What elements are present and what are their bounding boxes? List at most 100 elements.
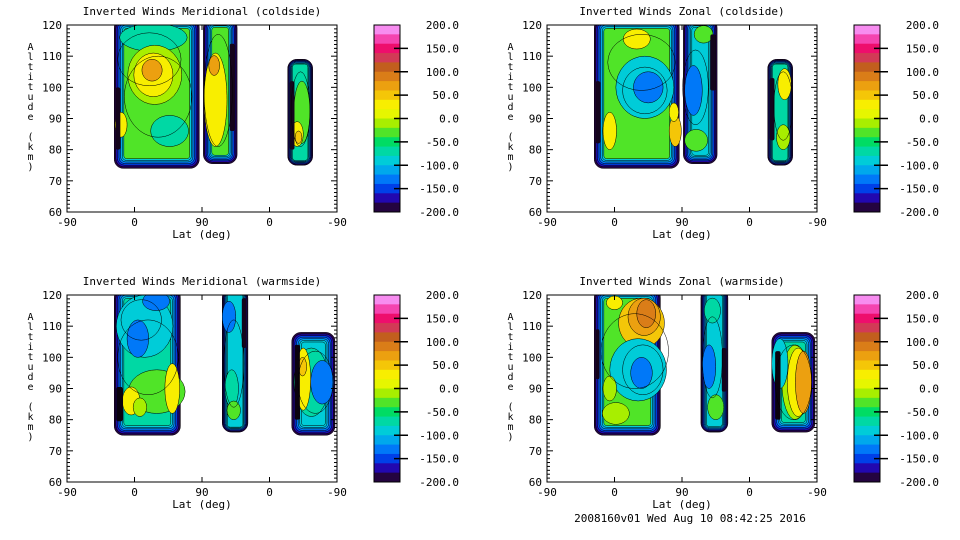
svg-text:60: 60 (529, 206, 542, 219)
svg-text:120: 120 (42, 289, 62, 302)
svg-text:100.0: 100.0 (426, 66, 459, 79)
svg-text:100: 100 (522, 351, 542, 364)
svg-text:0.0: 0.0 (439, 113, 459, 126)
svg-text:-50.0: -50.0 (906, 136, 939, 149)
svg-text:150.0: 150.0 (426, 42, 459, 55)
svg-text:-200.0: -200.0 (899, 206, 939, 219)
x-axis-label: Lat (deg) (652, 228, 712, 241)
svg-text:-100.0: -100.0 (899, 429, 939, 442)
svg-text:-90: -90 (537, 486, 557, 499)
contour-plot-svg: -90 0 90 0 -90 120 110 100 90 80 70 60 200.0 150.0 100… (522, 19, 940, 229)
svg-text:100.0: 100.0 (906, 336, 939, 349)
svg-text:110: 110 (42, 320, 62, 333)
svg-text:100: 100 (42, 81, 62, 94)
plot-title: Inverted Winds Zonal (coldside) (579, 5, 785, 18)
svg-text:-200.0: -200.0 (419, 206, 459, 219)
svg-text:80: 80 (49, 144, 62, 157)
svg-text:-50.0: -50.0 (426, 136, 459, 149)
svg-text:90: 90 (529, 383, 542, 396)
svg-text:0: 0 (266, 216, 273, 229)
svg-text:80: 80 (529, 144, 542, 157)
svg-text:0.0: 0.0 (439, 383, 459, 396)
svg-text:-100.0: -100.0 (419, 429, 459, 442)
svg-text:80: 80 (529, 414, 542, 427)
plot-title: Inverted Winds Meridional (warmside) (82, 275, 322, 288)
svg-text:-90: -90 (327, 486, 347, 499)
svg-text:110: 110 (42, 50, 62, 63)
svg-text:70: 70 (49, 445, 62, 458)
y-axis-label: Altitude (km) (505, 42, 516, 172)
x-axis-label: Lat (deg) (172, 228, 232, 241)
x-axis-label: Lat (deg) (652, 498, 712, 511)
svg-text:100: 100 (522, 81, 542, 94)
svg-text:0: 0 (266, 486, 273, 499)
svg-text:70: 70 (529, 175, 542, 188)
contour-plot-svg: -90 0 90 0 -90 120 110 100 90 80 70 60 200.0 150.0 100… (42, 19, 460, 229)
svg-text:-90: -90 (807, 486, 827, 499)
svg-text:50.0: 50.0 (433, 89, 460, 102)
svg-text:0: 0 (131, 216, 138, 229)
svg-text:150.0: 150.0 (906, 312, 939, 325)
svg-text:50.0: 50.0 (913, 89, 940, 102)
svg-text:-150.0: -150.0 (899, 183, 939, 196)
svg-text:-150.0: -150.0 (899, 453, 939, 466)
svg-text:90: 90 (49, 113, 62, 126)
svg-text:50.0: 50.0 (913, 359, 940, 372)
svg-text:-90: -90 (537, 216, 557, 229)
svg-text:60: 60 (49, 206, 62, 219)
svg-text:70: 70 (49, 175, 62, 188)
svg-text:-100.0: -100.0 (899, 159, 939, 172)
svg-text:70: 70 (529, 445, 542, 458)
svg-text:0: 0 (611, 216, 618, 229)
y-axis-label: Altitude (km) (505, 312, 516, 442)
svg-text:-150.0: -150.0 (419, 453, 459, 466)
svg-text:110: 110 (522, 320, 542, 333)
svg-text:-50.0: -50.0 (906, 406, 939, 419)
svg-text:-200.0: -200.0 (899, 476, 939, 489)
svg-text:0.0: 0.0 (919, 113, 939, 126)
svg-text:50.0: 50.0 (433, 359, 460, 372)
svg-text:200.0: 200.0 (426, 289, 459, 302)
svg-text:-50.0: -50.0 (426, 406, 459, 419)
svg-text:-150.0: -150.0 (419, 183, 459, 196)
svg-text:60: 60 (49, 476, 62, 489)
x-axis-label: Lat (deg) (172, 498, 232, 511)
svg-text:150.0: 150.0 (426, 312, 459, 325)
svg-text:60: 60 (529, 476, 542, 489)
svg-text:200.0: 200.0 (426, 19, 459, 32)
svg-text:120: 120 (522, 19, 542, 32)
svg-text:110: 110 (522, 50, 542, 63)
svg-text:100.0: 100.0 (426, 336, 459, 349)
svg-text:0: 0 (746, 486, 753, 499)
svg-text:-90: -90 (807, 216, 827, 229)
svg-text:-90: -90 (57, 486, 77, 499)
svg-text:120: 120 (522, 289, 542, 302)
panel-zonal-coldside: -90 0 90 0 -90 120 110 100 90 80 70 60 200.0 150.0 100… (480, 0, 960, 270)
svg-text:80: 80 (49, 414, 62, 427)
svg-text:200.0: 200.0 (906, 289, 939, 302)
svg-text:90: 90 (195, 486, 208, 499)
svg-text:90: 90 (195, 216, 208, 229)
svg-text:90: 90 (675, 216, 688, 229)
svg-text:-90: -90 (57, 216, 77, 229)
svg-text:0: 0 (131, 486, 138, 499)
plot-title: Inverted Winds Meridional (coldside) (82, 5, 322, 18)
svg-text:90: 90 (49, 383, 62, 396)
panel-zonal-warmside: -90 0 90 0 -90 120 110 100 90 80 70 60 200.0 150.0 100… (480, 270, 960, 540)
svg-text:0: 0 (746, 216, 753, 229)
svg-text:120: 120 (42, 19, 62, 32)
svg-text:0: 0 (611, 486, 618, 499)
svg-text:200.0: 200.0 (906, 19, 939, 32)
y-axis-label: Altitude (km) (25, 42, 36, 172)
svg-text:90: 90 (675, 486, 688, 499)
contour-plot-svg: -90 0 90 0 -90 120 110 100 90 80 70 60 200.0 150.0 100… (522, 289, 940, 499)
svg-text:0.0: 0.0 (919, 383, 939, 396)
svg-text:150.0: 150.0 (906, 42, 939, 55)
panel-meridional-warmside: -90 0 90 0 -90 120 110 100 90 80 70 60 200.0 150.0 100… (0, 270, 480, 540)
y-axis-label: Altitude (km) (25, 312, 36, 442)
svg-text:-100.0: -100.0 (419, 159, 459, 172)
svg-text:90: 90 (529, 113, 542, 126)
panel-meridional-coldside: -90 0 90 0 -90 120 110 100 90 80 70 60 200.0 150.0 100… (0, 0, 480, 270)
timestamp-note: 2008160v01 Wed Aug 10 08:42:25 2016 (574, 512, 806, 525)
